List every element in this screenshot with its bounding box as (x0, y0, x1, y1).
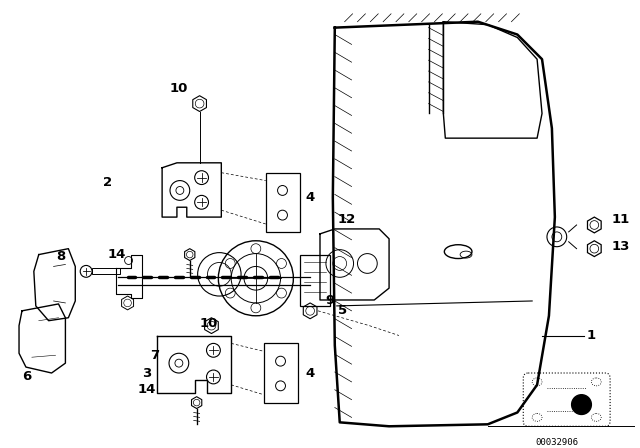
Bar (266, 172, 300, 232)
Text: 6: 6 (22, 370, 31, 383)
Text: 1: 1 (586, 329, 596, 342)
Text: 11: 11 (611, 212, 629, 225)
Text: 8: 8 (56, 250, 66, 263)
Text: 4: 4 (305, 366, 314, 379)
Text: 10: 10 (200, 317, 218, 330)
Text: 5: 5 (338, 304, 347, 317)
Circle shape (572, 395, 591, 414)
Text: 4: 4 (305, 191, 314, 204)
Text: 14: 14 (108, 248, 126, 261)
Text: 13: 13 (611, 240, 630, 253)
Text: 00032906: 00032906 (535, 438, 579, 447)
Bar (264, 344, 298, 403)
Bar (92, 268, 120, 274)
Text: 10: 10 (170, 82, 188, 95)
Bar (300, 254, 330, 306)
Text: 3: 3 (142, 366, 152, 379)
Text: 2: 2 (103, 176, 112, 189)
Text: 12: 12 (338, 212, 356, 225)
Text: 14: 14 (138, 383, 156, 396)
Text: 7: 7 (150, 349, 159, 362)
Text: 9: 9 (325, 294, 334, 307)
